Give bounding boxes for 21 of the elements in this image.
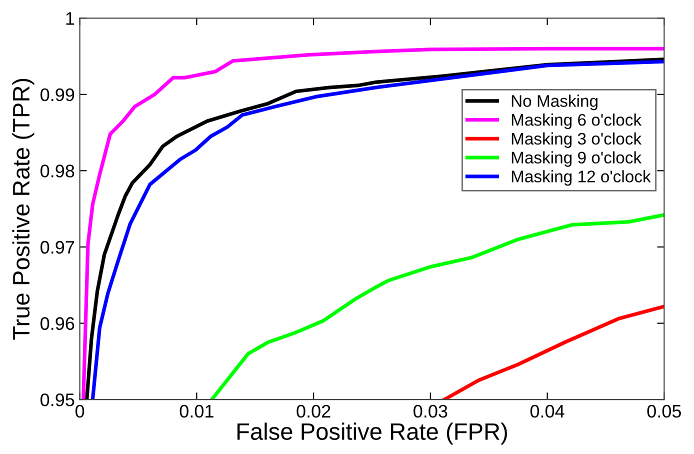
legend-label: Masking 12 o'clock <box>512 170 651 186</box>
legend-label: No Masking <box>512 94 598 110</box>
line-series <box>210 213 664 400</box>
legend-label: Masking 3 o'clock <box>512 132 642 148</box>
y-tick-label: 1 <box>66 12 74 25</box>
line-series <box>442 304 664 400</box>
x-tick-label: 0 <box>75 404 84 418</box>
y-tick-label: 0.97 <box>40 240 74 254</box>
x-tick-label: 0.04 <box>530 404 564 418</box>
y-tick-label: 0.96 <box>40 317 74 330</box>
y-tick-label: 0.98 <box>40 164 74 178</box>
y-tick-label: 0.99 <box>40 88 74 102</box>
legend-label: Masking 9 o'clock <box>512 151 642 167</box>
x-tick-label: 0.03 <box>414 404 448 418</box>
legend-label: Masking 6 o'clock <box>512 114 642 130</box>
x-tick-label: 0.02 <box>296 404 330 418</box>
x-axis-title: False Positive Rate (FPR) <box>237 422 507 445</box>
y-tick-label: 0.95 <box>40 393 74 406</box>
y-axis-title: True Positive Rate (TPR) <box>12 78 34 340</box>
x-tick-label: 0.01 <box>180 404 214 418</box>
x-tick-label: 0.05 <box>647 404 681 418</box>
